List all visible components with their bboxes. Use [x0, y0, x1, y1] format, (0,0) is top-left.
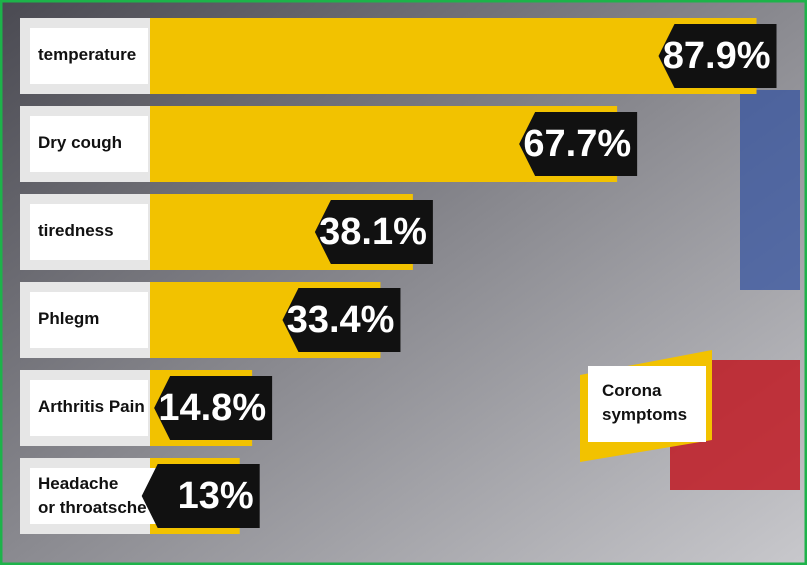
category-line: or throatsche: [38, 498, 147, 517]
title-line: Corona: [602, 381, 662, 400]
value-label: 13%: [178, 475, 254, 517]
chart: temperature 87.9% Dry cough 67.7% tiredness 3…: [0, 0, 807, 565]
studio-person: [740, 90, 800, 290]
category-label: Phlegm: [38, 309, 99, 328]
value-label: 87.9%: [663, 35, 771, 77]
category-label: temperature: [38, 45, 136, 64]
category-line: Dry cough: [38, 133, 122, 152]
category-label: Dry cough: [38, 133, 122, 152]
category-label: Arthritis Pain: [38, 397, 145, 416]
value-label: 67.7%: [523, 123, 631, 165]
value-label: 33.4%: [287, 299, 395, 341]
category-line: temperature: [38, 45, 136, 64]
title-line: symptoms: [602, 405, 687, 424]
category-label: tiredness: [38, 221, 114, 240]
value-label: 14.8%: [158, 387, 266, 429]
page: temperature 87.9% Dry cough 67.7% tiredness 3…: [0, 0, 807, 565]
category-line: tiredness: [38, 221, 114, 240]
value-label: 38.1%: [319, 211, 427, 253]
title-box: [588, 366, 706, 442]
category-line: Phlegm: [38, 309, 99, 328]
category-line: Headache: [38, 474, 118, 493]
category-line: Arthritis Pain: [38, 397, 145, 416]
